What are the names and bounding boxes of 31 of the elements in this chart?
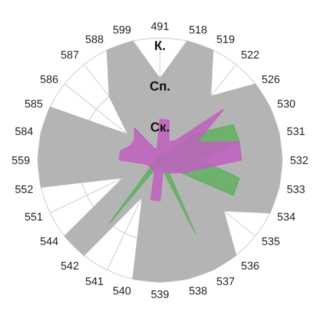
spoke-label: 519	[216, 34, 235, 46]
spoke-label: 599	[112, 24, 132, 36]
spoke-label: 526	[262, 74, 280, 86]
spoke-label: 530	[277, 98, 296, 110]
spoke-label: 552	[14, 184, 34, 196]
spoke-label: 584	[14, 126, 34, 138]
spoke-label: 536	[241, 260, 260, 272]
spoke-label: 542	[60, 260, 79, 272]
y-tick-label: К.	[154, 38, 166, 53]
spoke-label: 535	[262, 236, 280, 248]
spoke-label: 539	[150, 288, 170, 301]
spoke-label: 491	[150, 21, 170, 33]
spoke-label: 533	[286, 184, 306, 196]
spoke-label: 541	[85, 276, 104, 288]
spoke-label: 544	[40, 236, 58, 248]
spoke-label: 585	[24, 98, 43, 110]
spoke-label: 540	[112, 286, 132, 298]
y-tick-label: Сп.	[150, 78, 170, 94]
spoke-label: 551	[24, 211, 43, 224]
spoke-label: 559	[12, 154, 30, 167]
spoke-label: 534	[277, 211, 296, 224]
spoke-label: 531	[286, 126, 306, 138]
spoke-label: 588	[85, 34, 104, 46]
y-tick-label: Ск.	[150, 119, 170, 134]
spoke-label: 538	[188, 286, 208, 298]
spoke-label: 537	[216, 276, 235, 288]
spoke-label: 587	[60, 49, 79, 62]
spoke-label: 586	[40, 74, 58, 86]
spoke-label: 518	[188, 24, 208, 36]
spoke-label: 522	[241, 49, 260, 62]
spoke-label: 532	[290, 154, 308, 167]
